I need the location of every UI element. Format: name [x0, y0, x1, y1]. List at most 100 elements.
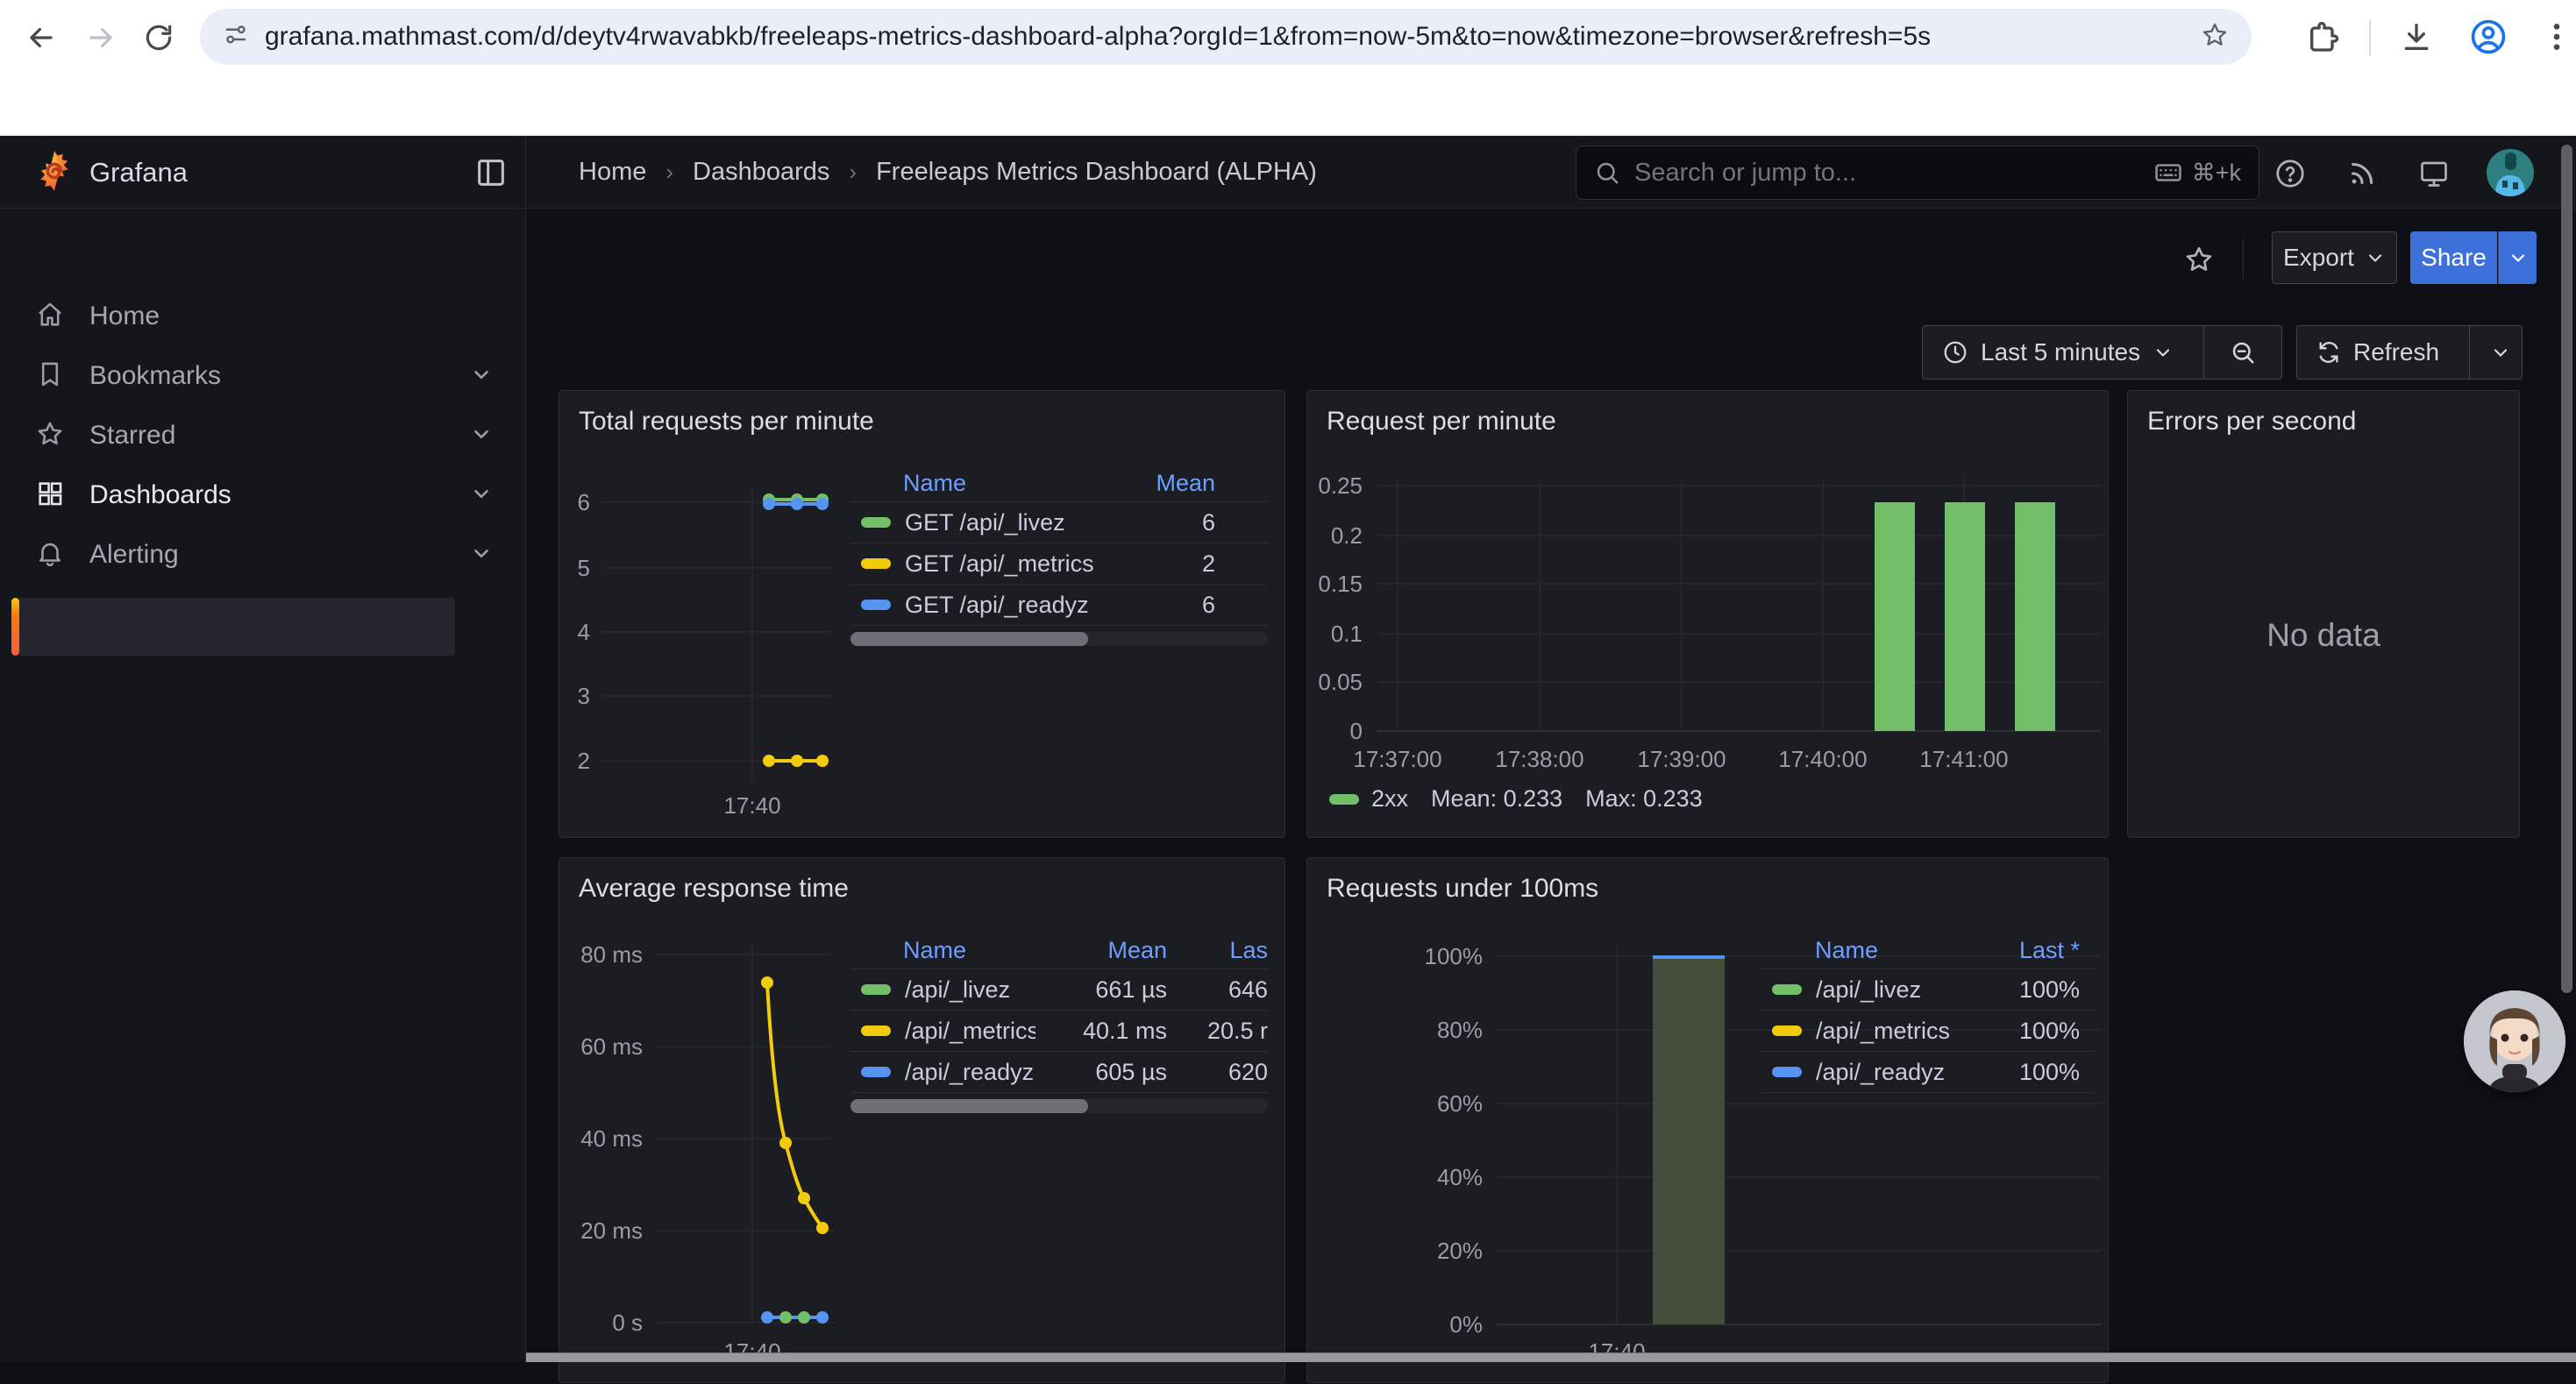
search-box[interactable]: ⌘+k	[1576, 145, 2259, 200]
assistant-avatar[interactable]	[2464, 990, 2565, 1092]
favorite-star-icon[interactable]	[2183, 244, 2215, 280]
sidebar-item-label: Starred	[89, 421, 175, 451]
legend-scrollbar[interactable]	[850, 1099, 1268, 1113]
legend-header: Name Last *	[1761, 933, 2095, 969]
zoom-out-button[interactable]	[2215, 326, 2271, 379]
sidebar-item-dashboards[interactable]: Dashboards	[0, 466, 526, 524]
zoom-out-icon	[2230, 339, 2256, 366]
sidebar-item-bookmarks[interactable]: Bookmarks	[0, 347, 526, 405]
help-icon[interactable]	[2274, 158, 2306, 194]
legend-row[interactable]: /api/_metrics 100%	[1761, 1011, 2095, 1052]
refresh-interval-button[interactable]	[2480, 326, 2522, 379]
sidebar-item-label: Dashboards	[89, 480, 231, 510]
legend-row[interactable]: /api/_readyz 605 µs 620	[850, 1052, 1268, 1093]
sidebar-item-label: Home	[89, 302, 160, 331]
breadcrumb-current: Freeleaps Metrics Dashboard (ALPHA)	[876, 158, 1317, 187]
downloads-icon[interactable]	[2399, 19, 2434, 59]
back-icon[interactable]	[25, 21, 58, 54]
refresh-label: Refresh	[2353, 338, 2439, 366]
extensions-icon[interactable]	[2306, 19, 2341, 59]
series-color-chip	[1772, 1067, 1802, 1077]
breadcrumb-dashboards[interactable]: Dashboards	[693, 158, 829, 187]
vertical-scrollbar[interactable]	[2561, 138, 2572, 1362]
no-data-message: No data	[2128, 617, 2519, 654]
export-button[interactable]: Export	[2272, 231, 2397, 284]
dashboards-grid-icon	[35, 479, 65, 513]
chevron-down-icon	[2153, 342, 2174, 363]
horizontal-scrollbar[interactable]	[526, 1352, 2576, 1362]
series-color-chip	[861, 984, 891, 995]
legend-row[interactable]: /api/_livez 661 µs 646	[850, 969, 1268, 1011]
chevron-down-icon[interactable]	[470, 542, 493, 569]
forward-icon[interactable]	[84, 21, 117, 54]
series-color-chip	[861, 517, 891, 528]
refresh-group: Refresh	[2296, 325, 2523, 380]
user-avatar[interactable]	[2487, 149, 2534, 196]
reload-icon[interactable]	[142, 21, 175, 54]
panel-avg-response-time: Average response time 80 ms 60 ms 40 ms …	[559, 857, 1285, 1383]
time-range-group: Last 5 minutes	[1922, 325, 2282, 380]
legend-series[interactable]: 2xx	[1371, 785, 1408, 813]
breadcrumb-separator: ›	[849, 159, 857, 186]
legend-max: Max: 0.233	[1585, 785, 1703, 813]
sidebar-item-starred[interactable]: Starred	[0, 407, 526, 465]
legend-mean: Mean: 0.233	[1431, 785, 1562, 813]
breadcrumb-home[interactable]: Home	[579, 158, 646, 187]
sidebar-item-home[interactable]: Home	[0, 287, 526, 345]
panel-request-per-minute: Request per minute 0.25 0.2 0.15 0.1 0.0…	[1306, 390, 2109, 838]
scrollbar-thumb[interactable]	[2561, 145, 2572, 993]
monitor-icon[interactable]	[2418, 158, 2450, 194]
series-color-chip	[1772, 1026, 1802, 1036]
sidebar-item-alerting[interactable]: Alerting	[0, 526, 526, 584]
url-input[interactable]	[265, 22, 2188, 52]
bookmark-icon	[35, 359, 65, 394]
legend-row[interactable]: /api/_metrics 40.1 ms 20.5 r	[850, 1011, 1268, 1052]
sidebar-toggle-icon[interactable]	[473, 155, 509, 195]
chevron-down-icon	[2490, 342, 2511, 363]
legend-row[interactable]: GET /api/_livez 6	[850, 502, 1268, 543]
chevron-down-icon	[2508, 247, 2529, 268]
home-icon	[35, 300, 65, 334]
time-range-label: Last 5 minutes	[1981, 338, 2140, 366]
browser-toolbar	[0, 0, 2576, 74]
star-icon	[35, 419, 65, 453]
request-per-minute-chart[interactable]	[1307, 391, 2110, 839]
bookmark-star-icon[interactable]	[2201, 21, 2229, 53]
toolbar-divider	[2369, 19, 2371, 56]
panel-total-requests: Total requests per minute 6 5 4 3 2 17:4…	[559, 390, 1285, 838]
chevron-down-icon[interactable]	[470, 482, 493, 509]
series-color-chip	[861, 1026, 891, 1036]
divider	[525, 136, 526, 209]
legend-table: Name Mean Las /api/_livez 661 µs 646 /ap…	[850, 933, 1268, 1113]
keyboard-icon	[2153, 158, 2183, 188]
legend-scrollbar[interactable]	[850, 632, 1268, 646]
legend-table: Name Last * /api/_livez 100% /api/_metri…	[1761, 933, 2095, 1093]
brand-name[interactable]: Grafana	[89, 157, 188, 188]
grafana-logo[interactable]	[32, 148, 77, 198]
legend-row[interactable]: GET /api/_readyz 6	[850, 585, 1268, 626]
share-dropdown-button[interactable]	[2498, 231, 2537, 284]
active-item-background	[19, 598, 455, 656]
profile-icon[interactable]	[2469, 18, 2508, 60]
menu-kebab-icon[interactable]	[2539, 19, 2574, 59]
legend-row[interactable]: GET /api/_metrics 2	[850, 543, 1268, 585]
divider	[2469, 325, 2470, 380]
sidebar: Home Bookmarks Starred Dashboards Alerti…	[0, 209, 526, 1362]
news-rss-icon[interactable]	[2346, 158, 2378, 194]
time-range-picker[interactable]: Last 5 minutes	[1923, 326, 2193, 379]
url-bar[interactable]	[200, 9, 2252, 65]
legend-row[interactable]: /api/_readyz 100%	[1761, 1052, 2095, 1093]
series-color-chip	[861, 558, 891, 569]
site-settings-icon[interactable]	[223, 22, 249, 53]
legend-row[interactable]: /api/_livez 100%	[1761, 969, 2095, 1011]
chevron-down-icon	[2365, 247, 2386, 268]
bell-icon	[35, 538, 65, 572]
panel-errors-per-second: Errors per second No data	[2127, 390, 2520, 838]
share-button[interactable]: Share	[2410, 231, 2497, 284]
chevron-down-icon[interactable]	[470, 422, 493, 450]
panel-title[interactable]: Errors per second	[2147, 407, 2356, 436]
refresh-button[interactable]: Refresh	[2297, 326, 2459, 379]
search-input[interactable]	[1634, 159, 2153, 188]
legend-header: Name Mean	[850, 465, 1268, 502]
chevron-down-icon[interactable]	[470, 363, 493, 390]
